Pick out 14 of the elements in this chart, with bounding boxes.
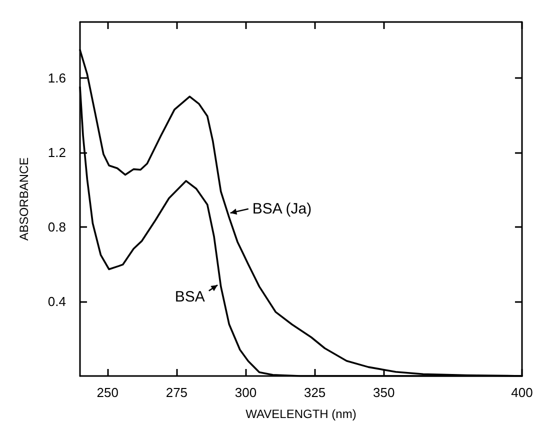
y-tick-label: 0.8	[48, 219, 66, 234]
x-tick-label: 350	[373, 385, 395, 400]
x-tick-label: 400	[511, 385, 533, 400]
x-tick-label: 250	[96, 385, 118, 400]
y-axis-title: ABSORBANCE	[17, 157, 31, 241]
y-tick-label: 1.2	[48, 144, 66, 160]
y-tick-label: 1.6	[48, 70, 66, 86]
x-tick-label: 275	[166, 385, 188, 400]
annotation: BSA (Ja)	[252, 200, 312, 218]
x-tick-label: 300	[234, 385, 257, 400]
y-tick-label: 0.4	[48, 294, 66, 309]
x-axis-title: WAVELENGTH (nm)	[246, 407, 356, 421]
x-tick-label: 325	[304, 385, 326, 400]
annotation: BSA	[174, 288, 205, 306]
